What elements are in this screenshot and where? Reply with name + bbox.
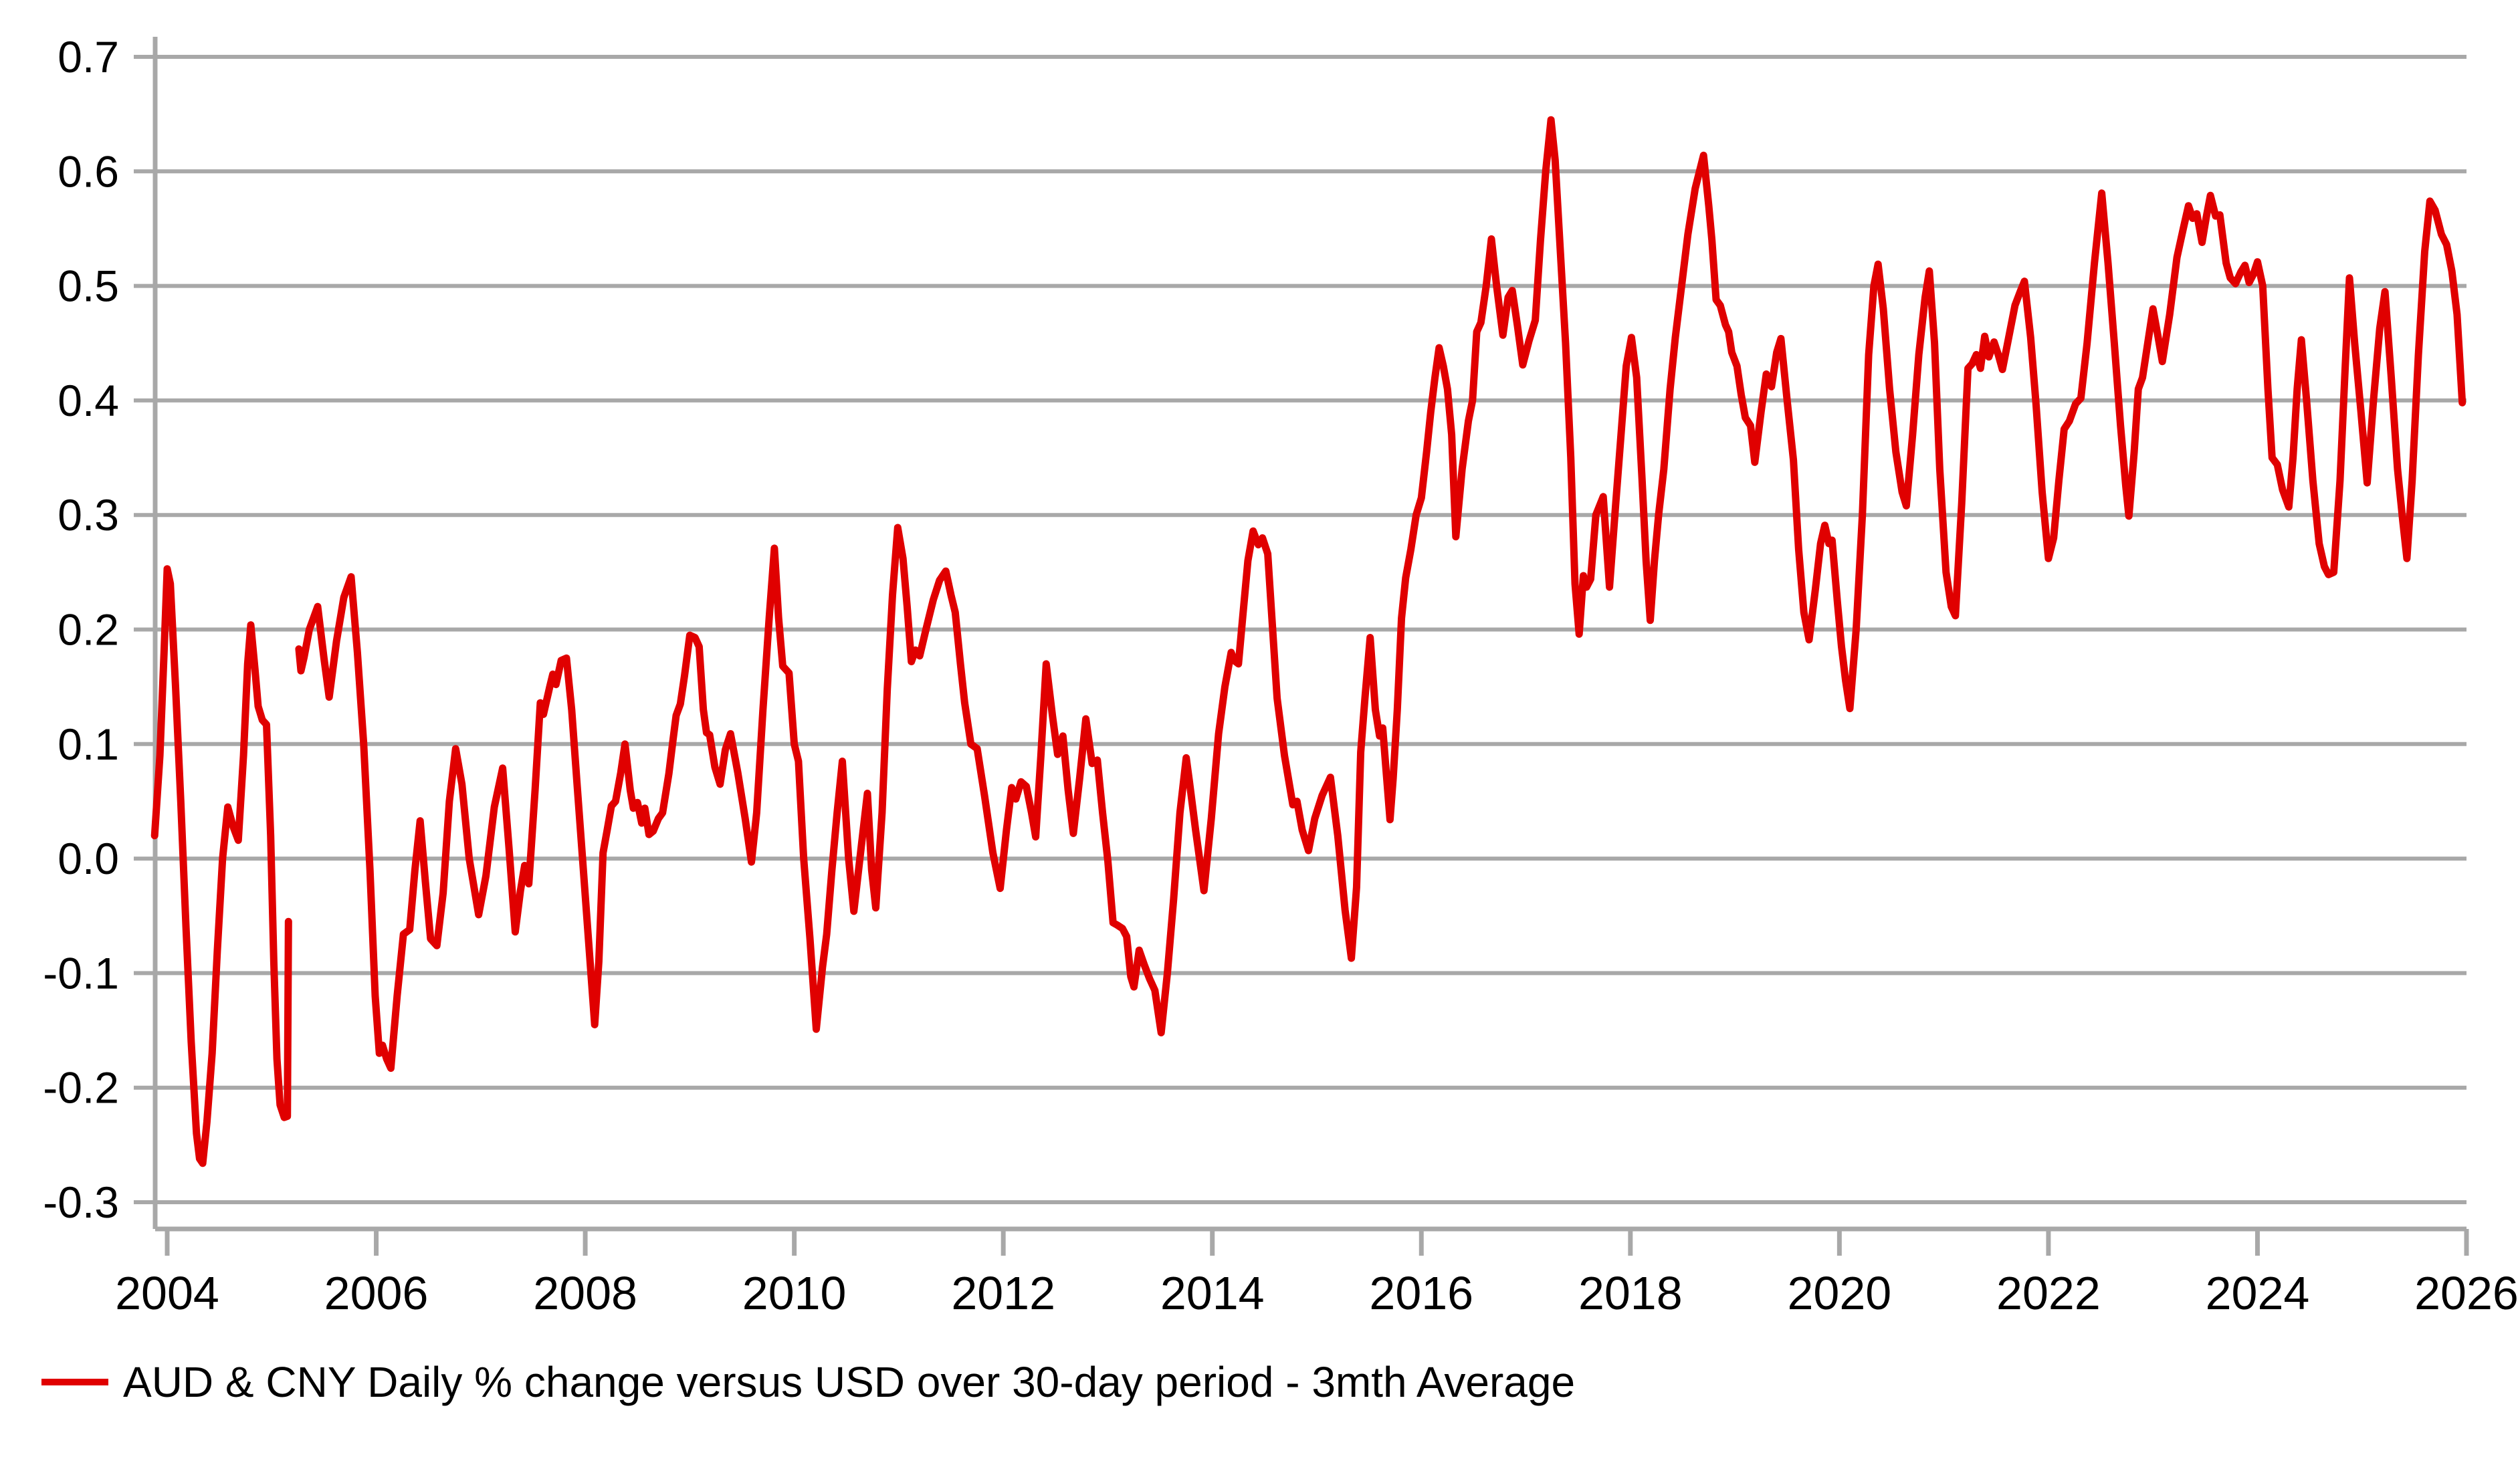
x-axis-label: 2022 bbox=[1996, 1267, 2101, 1319]
legend-line-marker bbox=[41, 1379, 108, 1385]
y-axis-label: 0.7 bbox=[58, 32, 119, 82]
y-axis-label: -0.3 bbox=[43, 1177, 119, 1227]
y-axis-label: 0.5 bbox=[58, 261, 119, 311]
x-axis-label: 2004 bbox=[115, 1267, 219, 1319]
x-axis-label: 2018 bbox=[1578, 1267, 1683, 1319]
y-axis-label: -0.2 bbox=[43, 1063, 119, 1113]
x-axis-label: 2026 bbox=[2414, 1267, 2519, 1319]
y-axis-label: 0.0 bbox=[58, 834, 119, 883]
x-axis-label: 2006 bbox=[324, 1267, 429, 1319]
x-axis-label: 2020 bbox=[1787, 1267, 1891, 1319]
y-axis-label: -0.1 bbox=[43, 948, 119, 998]
x-axis-label: 2014 bbox=[1160, 1267, 1265, 1319]
y-axis-label: 0.4 bbox=[58, 376, 119, 425]
x-axis-label: 2010 bbox=[742, 1267, 847, 1319]
y-axis-label: 0.3 bbox=[58, 490, 119, 540]
y-axis-label: 0.6 bbox=[58, 146, 119, 196]
legend-label: AUD & CNY Daily % change versus USD over… bbox=[123, 1358, 1576, 1406]
data-series-line bbox=[150, 565, 292, 1167]
x-axis-label: 2012 bbox=[951, 1267, 1055, 1319]
x-axis-label: 2016 bbox=[1369, 1267, 1473, 1319]
y-axis-label: 0.1 bbox=[58, 719, 119, 769]
data-series-line bbox=[295, 116, 2466, 1072]
y-axis-label: 0.2 bbox=[58, 605, 119, 655]
legend: AUD & CNY Daily % change versus USD over… bbox=[41, 1358, 1576, 1406]
x-axis-label: 2008 bbox=[533, 1267, 637, 1319]
x-axis-label: 2024 bbox=[2206, 1267, 2310, 1319]
